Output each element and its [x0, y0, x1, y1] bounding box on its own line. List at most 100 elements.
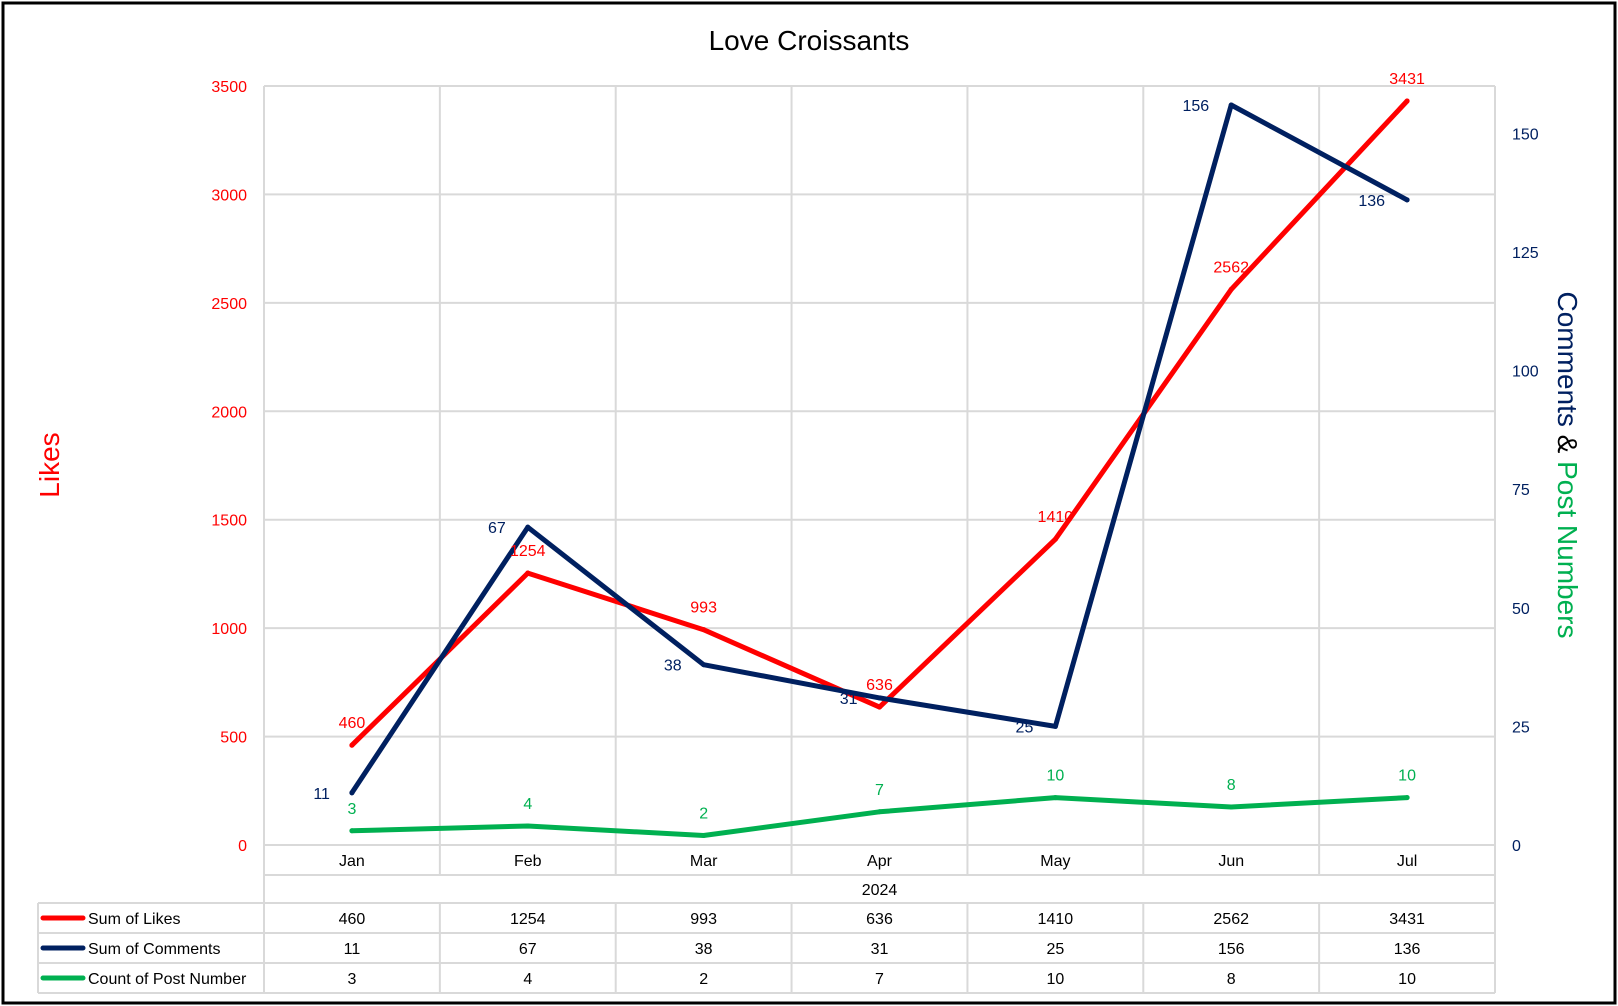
- data-label: 3: [347, 801, 356, 818]
- data-label: 25: [1016, 719, 1034, 736]
- table-cell: 31: [871, 941, 889, 958]
- right-tick-label: 125: [1512, 245, 1539, 262]
- right-tick-label: 25: [1512, 719, 1530, 736]
- series-point: [1404, 197, 1410, 203]
- data-label: 1410: [1038, 509, 1074, 526]
- table-cell: 10: [1398, 971, 1416, 988]
- table-series-name: Sum of Comments: [88, 941, 220, 958]
- table-series-name: Count of Post Number: [88, 971, 247, 988]
- category-label: Feb: [514, 853, 542, 870]
- table-cell: 8: [1227, 971, 1236, 988]
- data-label-layer: 4601254993636141025623431116738312515613…: [313, 71, 1425, 823]
- data-label: 2: [699, 806, 708, 823]
- table-cell: 460: [339, 911, 366, 928]
- category-label: Jan: [339, 853, 365, 870]
- series-layer: [349, 98, 1410, 839]
- table-cell: 2562: [1213, 911, 1249, 928]
- table-cell: 25: [1046, 941, 1064, 958]
- table-cell: 136: [1394, 941, 1421, 958]
- right-axis-title-part: Post Numbers: [1552, 461, 1583, 638]
- data-label: 8: [1227, 777, 1236, 794]
- data-label: 136: [1358, 193, 1385, 210]
- series-point: [525, 823, 531, 829]
- left-tick-label: 1000: [211, 621, 247, 638]
- table-cell: 67: [519, 941, 537, 958]
- data-label: 11: [313, 786, 330, 803]
- series-point: [1052, 795, 1058, 801]
- right-axis-title: Comments & Post Numbers: [1552, 291, 1583, 638]
- category-group-label: 2024: [862, 882, 898, 899]
- series-point: [525, 570, 531, 576]
- series-point: [1404, 98, 1410, 104]
- series-point: [1052, 536, 1058, 542]
- data-label: 10: [1398, 768, 1416, 785]
- series-point: [525, 524, 531, 530]
- table-cell: 3: [347, 971, 356, 988]
- category-label: Jun: [1218, 853, 1244, 870]
- series-point: [1052, 723, 1058, 729]
- left-tick-label: 2500: [211, 296, 247, 313]
- table-cell: 4: [523, 971, 532, 988]
- series-point: [877, 704, 882, 710]
- right-axis-title-part: &: [1552, 427, 1583, 461]
- left-tick-label: 500: [220, 730, 247, 747]
- table-cell: 1254: [510, 911, 546, 928]
- data-label: 10: [1046, 768, 1064, 785]
- series-point: [701, 833, 707, 839]
- table-cell: 10: [1046, 971, 1064, 988]
- chart-title: Love Croissants: [709, 25, 910, 56]
- table-cell: 38: [695, 941, 713, 958]
- right-tick-label: 75: [1512, 482, 1530, 499]
- data-label: 156: [1183, 98, 1210, 115]
- series-point: [1228, 804, 1234, 810]
- category-label: Jul: [1397, 853, 1417, 870]
- right-axis-title-part: Comments: [1552, 291, 1583, 426]
- table-cell: 3431: [1389, 911, 1425, 928]
- data-label: 2562: [1213, 259, 1249, 276]
- series-point: [701, 627, 707, 633]
- series-point: [349, 790, 355, 796]
- category-label: May: [1040, 853, 1070, 870]
- category-label: Mar: [690, 853, 718, 870]
- table-cell: 11: [344, 941, 361, 958]
- series-point: [877, 695, 882, 701]
- series-point: [1228, 102, 1234, 108]
- left-tick-label: 2000: [211, 404, 247, 421]
- axis-layer: 0 500 1000 1500 2000 2500 3000 3500 0 25 50 75 100 12…: [34, 79, 1583, 899]
- right-tick-label: 100: [1512, 364, 1539, 381]
- data-label: 3431: [1389, 71, 1425, 88]
- left-axis-title: Likes: [34, 432, 65, 497]
- data-label: 38: [664, 658, 682, 675]
- table-cell: 993: [690, 911, 717, 928]
- right-tick-label: 50: [1512, 601, 1530, 618]
- data-label: 7: [875, 782, 884, 799]
- series-point: [1404, 795, 1410, 801]
- left-tick-label: 0: [238, 838, 247, 855]
- category-label: Apr: [867, 853, 893, 870]
- table-series-name: Sum of Likes: [88, 911, 180, 928]
- table-cell: 636: [866, 911, 893, 928]
- series-point: [349, 742, 355, 748]
- table-cell: 1410: [1038, 911, 1074, 928]
- series-point: [349, 828, 355, 834]
- left-tick-label: 3000: [211, 187, 247, 204]
- data-label: 4: [523, 796, 532, 813]
- grid-layer: [263, 85, 1496, 903]
- left-tick-label: 3500: [211, 79, 247, 96]
- data-table: Sum of Likes 460 1254 993 636 1410 2562 3431Sum…: [37, 902, 1496, 994]
- data-label: 67: [488, 520, 506, 537]
- series-point: [877, 809, 882, 815]
- left-tick-label: 1500: [211, 513, 247, 530]
- data-label: 460: [339, 715, 366, 732]
- table-cell: 2: [699, 971, 708, 988]
- data-label: 1254: [510, 543, 546, 560]
- right-tick-label: 0: [1512, 838, 1521, 855]
- data-label: 636: [866, 677, 893, 694]
- right-tick-label: 150: [1512, 126, 1539, 143]
- series-point: [1228, 286, 1234, 292]
- data-label: 993: [690, 600, 717, 617]
- table-cell: 7: [875, 971, 884, 988]
- data-label: 31: [840, 691, 858, 708]
